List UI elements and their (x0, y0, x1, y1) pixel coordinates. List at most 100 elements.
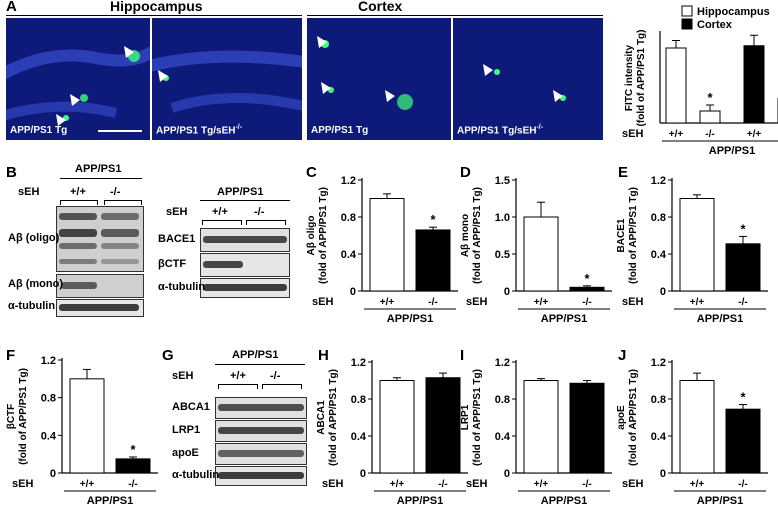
blot-g-tubulin (215, 466, 307, 486)
blot-b-label-tubulin: α-tubulin (8, 300, 56, 312)
blot-b-geno-wt: +/+ (70, 186, 86, 198)
chart-a-bar (699, 110, 721, 124)
blot-g-geno-ko: -/- (270, 370, 281, 382)
blot-b2-bctf (200, 253, 290, 277)
chart-j-group-label: APP/PS1 (697, 495, 743, 507)
chart-h-group-label: APP/PS1 (397, 495, 443, 507)
chart-h-xtick-label: +/+ (390, 479, 405, 490)
blot-b-seh: sEH (18, 186, 40, 198)
chart-a-xtick-label: -/- (705, 129, 714, 140)
image-label-2: APP/PS1 Tg/sEH-/- (156, 123, 243, 136)
micrograph-cortex-ko: APP/PS1 Tg/sEH-/- (453, 18, 603, 140)
chart-h-row-label: sEH (322, 478, 343, 490)
blot-g-group-rule (215, 364, 305, 365)
chart-a-ylabel: FITC intensity (624, 45, 635, 112)
chart-e-xtick-label: +/+ (690, 297, 705, 308)
chart-e-sig-star: * (740, 221, 746, 236)
chart-f-sig-star: * (130, 442, 136, 457)
chart-c-group-label: APP/PS1 (387, 313, 433, 325)
blot-g-geno-wt: +/+ (230, 370, 246, 382)
chart-j-ylabel-unit: (fold of APP/PS1 Tg) (628, 369, 639, 466)
chart-i-xtick-label: -/- (582, 479, 591, 490)
hippocampus-rule (6, 15, 302, 16)
blot-g-bracket-wt (218, 384, 258, 389)
chart-a-xtick-label: +/+ (669, 129, 684, 140)
panel-letter-i: I (460, 347, 465, 364)
chart-i-ytick-label: 0 (504, 468, 510, 480)
chart-c-ytick-label: 0.4 (341, 249, 357, 261)
chart-e-row-label: sEH (622, 296, 643, 308)
chart-e-group-label: APP/PS1 (697, 313, 743, 325)
chart-f-xtick-label: -/- (128, 479, 137, 490)
panel-letter-c: C (306, 164, 317, 181)
chart-j-ylabel: apoE (616, 405, 627, 430)
chart-d-xtick-label: +/+ (534, 297, 549, 308)
blot-b2-tubulin (200, 278, 290, 298)
chart-d-group-label: APP/PS1 (541, 313, 587, 325)
blot-g-abca1 (215, 397, 307, 419)
chart-a-sig-star: * (707, 90, 713, 105)
chart-c-bar (415, 229, 451, 292)
chart-a-xtick-label: +/+ (747, 129, 762, 140)
chart-a-bar (743, 45, 765, 124)
chart-a-legend-label: Hippocampus (697, 6, 770, 18)
chart-c-ylabel: Aβ oligo (306, 216, 317, 256)
cortex-title: Cortex (358, 0, 403, 14)
chart-i-bar (569, 382, 605, 474)
chart-d-ytick-label: 0.5 (495, 249, 510, 261)
blot-b-group: APP/PS1 (75, 163, 122, 175)
blot-g-label-tubulin: α-tubulin (172, 469, 220, 481)
chart-h-bar (379, 380, 415, 474)
chart-j-row-label: sEH (622, 478, 643, 490)
chart-d-ytick-label: 0 (504, 286, 510, 298)
panel-letter-j: J (618, 347, 627, 364)
chart-d-sig-star: * (584, 271, 590, 286)
chart-f-row-label: sEH (12, 478, 33, 490)
blot-g-seh: sEH (172, 370, 194, 382)
chart-e-ylabel: BACE1 (616, 218, 627, 252)
chart-i-bar (523, 380, 559, 474)
image-label-3: APP/PS1 Tg (311, 125, 369, 136)
chart-a-bar (665, 47, 687, 124)
chart-f-ylabel: βCTF (6, 404, 17, 430)
panel-letter-f: F (6, 347, 16, 364)
chart-f-ytick-label: 0.4 (41, 430, 57, 442)
chart-j-sig-star: * (740, 390, 746, 405)
chart-f-xtick-label: +/+ (80, 479, 95, 490)
chart-c-xtick-label: +/+ (380, 297, 395, 308)
chart-j-ytick-label: 0 (660, 468, 666, 480)
blot-b2-bracket-ko (246, 220, 286, 225)
panel-letter-e: E (618, 164, 629, 181)
blot-b-mono (56, 274, 144, 298)
chart-i-xtick-label: +/+ (534, 479, 549, 490)
chart-j-bar (679, 380, 715, 474)
chart-c-ylabel-unit: (fold of APP/PS1 Tg) (318, 187, 329, 284)
chart-d-bar (569, 286, 605, 292)
chart-c-bar (369, 198, 405, 292)
chart-e-bar (725, 243, 761, 292)
chart-d-xtick-label: -/- (582, 297, 591, 308)
micrograph-hippocampus-ko: APP/PS1 Tg/sEH-/- (152, 18, 302, 140)
chart-c-ytick-label: 0 (350, 286, 356, 298)
micrograph-hippocampus-wt: APP/PS1 Tg (6, 18, 150, 140)
chart-h-ylabel-unit: (fold of APP/PS1 Tg) (328, 369, 339, 466)
chart-h-ytick-label: 1.2 (351, 357, 366, 369)
chart-j-xtick-label: -/- (738, 479, 747, 490)
chart-j-xtick-label: +/+ (690, 479, 705, 490)
chart-c-sig-star: * (430, 212, 436, 227)
blot-b2-label-bace1: BACE1 (158, 233, 196, 245)
cortex-rule (307, 15, 603, 16)
chart-e-ytick-label: 1.2 (651, 175, 666, 187)
chart-e-ylabel-unit: (fold of APP/PS1 Tg) (628, 187, 639, 284)
blot-b-bracket-ko (104, 200, 142, 205)
chart-d-ylabel-unit: (fold of APP/PS1 Tg) (472, 187, 483, 284)
image-label-4: APP/PS1 Tg/sEH-/- (457, 123, 544, 136)
chart-j-bar (725, 408, 761, 474)
chart-j-ytick-label: 1.2 (651, 357, 666, 369)
chart-a-ylabel-unit: (fold of APP/PS1 Tg) (636, 30, 647, 127)
panel-letter-a: A (6, 0, 17, 15)
chart-c-ytick-label: 0.8 (341, 212, 356, 224)
chart-c-row-label: sEH (312, 296, 333, 308)
chart-h-ylabel: ABCA1 (316, 400, 327, 435)
